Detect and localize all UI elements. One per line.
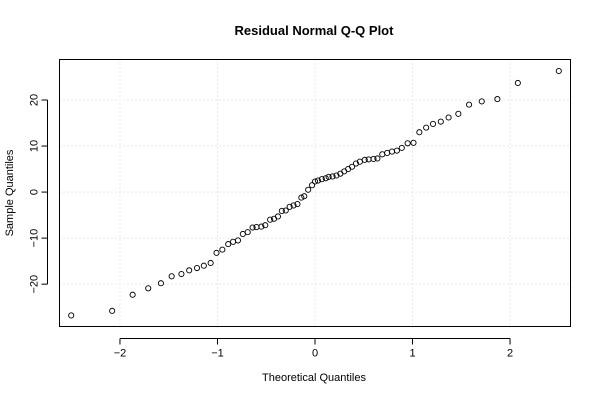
data-point <box>329 173 336 180</box>
data-point <box>423 124 430 131</box>
data-point <box>286 203 293 210</box>
data-point <box>388 148 396 155</box>
x-tick-label: 0 <box>312 348 318 360</box>
data-point <box>379 151 386 158</box>
data-point <box>393 147 400 154</box>
data-point <box>244 229 251 236</box>
data-point <box>349 163 356 170</box>
data-point <box>262 222 269 229</box>
data-point <box>494 96 501 103</box>
data-point <box>178 270 185 278</box>
data-point <box>555 67 562 75</box>
data-point <box>341 168 348 175</box>
data-point <box>410 139 417 146</box>
data-point <box>230 238 237 245</box>
x-tick-label: 2 <box>507 348 513 360</box>
data-point <box>478 98 485 105</box>
data-point <box>282 207 289 214</box>
data-point <box>318 176 325 183</box>
data-points <box>68 67 562 319</box>
data-point <box>157 280 164 287</box>
plot-frame <box>59 59 571 327</box>
data-point <box>325 173 332 180</box>
chart-title: Residual Normal Q-Q Plot <box>235 23 395 38</box>
data-point <box>298 194 305 201</box>
data-point <box>398 144 405 151</box>
data-point <box>249 224 256 231</box>
y-tick-label: 0 <box>29 189 41 195</box>
data-point <box>267 216 274 223</box>
data-point <box>311 178 319 185</box>
data-point <box>429 120 437 127</box>
data-point <box>278 207 285 215</box>
data-point <box>239 230 246 238</box>
data-point <box>294 200 301 208</box>
data-point <box>370 155 377 162</box>
data-point <box>352 160 360 167</box>
data-point <box>225 241 232 248</box>
data-point <box>455 110 462 117</box>
data-point <box>445 114 452 121</box>
data-point <box>213 249 220 256</box>
data-point <box>416 129 423 136</box>
data-point <box>253 224 260 231</box>
data-point <box>466 101 473 108</box>
x-tick-label: 1 <box>409 348 415 360</box>
data-point <box>168 273 175 280</box>
y-axis-label: Sample Quantiles <box>4 149 16 236</box>
y-tick-label: −20 <box>29 275 41 294</box>
data-point <box>301 193 308 200</box>
data-point <box>404 140 411 147</box>
data-point <box>345 166 352 173</box>
x-axis: −2 −1 0 1 2 <box>114 338 513 360</box>
data-point <box>129 291 136 298</box>
data-point <box>309 182 316 189</box>
data-point <box>207 259 214 267</box>
data-point <box>305 186 312 193</box>
x-tick-label: −2 <box>114 348 127 360</box>
data-point <box>365 156 372 163</box>
data-point <box>333 172 340 179</box>
y-tick-label: 10 <box>29 140 41 152</box>
data-point <box>374 155 381 162</box>
y-tick-label: −10 <box>29 229 41 248</box>
data-point <box>68 312 75 319</box>
data-point <box>193 264 201 272</box>
data-point <box>258 223 265 230</box>
y-axis: −20 −10 0 10 20 <box>29 94 48 294</box>
data-point <box>290 202 297 209</box>
data-point <box>219 246 226 253</box>
data-point <box>145 285 152 292</box>
data-point <box>274 213 281 220</box>
data-point <box>314 177 321 184</box>
data-point <box>514 79 521 87</box>
data-point <box>384 149 391 156</box>
y-tick-label: 20 <box>29 94 41 106</box>
grid-lines <box>59 59 571 327</box>
data-point <box>322 175 329 182</box>
data-point <box>109 307 116 314</box>
data-point <box>200 262 207 269</box>
data-point <box>234 237 242 244</box>
x-tick-label: −1 <box>211 348 224 360</box>
x-axis-label: Theoretical Quantiles <box>262 372 366 384</box>
data-point <box>186 267 193 274</box>
data-point <box>437 118 444 125</box>
data-point <box>361 156 368 163</box>
